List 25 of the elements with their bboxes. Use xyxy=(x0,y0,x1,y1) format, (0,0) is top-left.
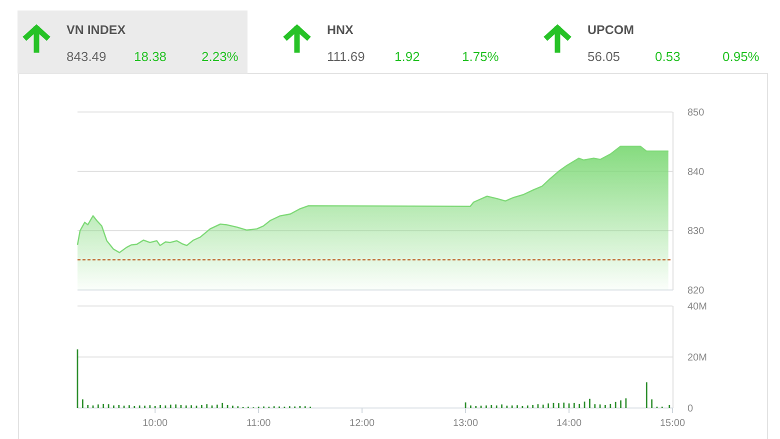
text: 843.49 xyxy=(66,49,106,64)
x-tick-label: 11:00 xyxy=(246,418,272,429)
text: HNX xyxy=(327,23,354,37)
x-tick-label: 14:00 xyxy=(556,418,582,429)
y-tick-label: 0 xyxy=(688,404,694,414)
text: 1.92 xyxy=(394,49,420,64)
text: UPCOM xyxy=(588,23,634,37)
text: 2.23% xyxy=(202,49,239,64)
x-tick-label: 12:00 xyxy=(350,418,376,429)
text: VN INDEX xyxy=(66,23,126,37)
y-tick-label: 840 xyxy=(688,166,705,178)
y-tick-label: 40M xyxy=(688,302,707,312)
text: 0.53 xyxy=(655,49,680,64)
text: 56.05 xyxy=(588,49,620,64)
x-tick-label: 15:00 xyxy=(660,418,686,429)
text: 0.95% xyxy=(722,49,760,64)
x-tick-label: 10:00 xyxy=(142,418,168,429)
y-tick-label: 850 xyxy=(688,108,705,118)
y-tick-label: 830 xyxy=(688,226,705,238)
y-tick-label: 820 xyxy=(688,286,705,296)
text: 18.38 xyxy=(134,49,167,64)
text: 1.75% xyxy=(462,49,500,64)
text: 111.69 xyxy=(327,49,365,64)
y-tick-label: 20M xyxy=(688,352,707,364)
x-tick-label: 13:00 xyxy=(453,418,478,429)
